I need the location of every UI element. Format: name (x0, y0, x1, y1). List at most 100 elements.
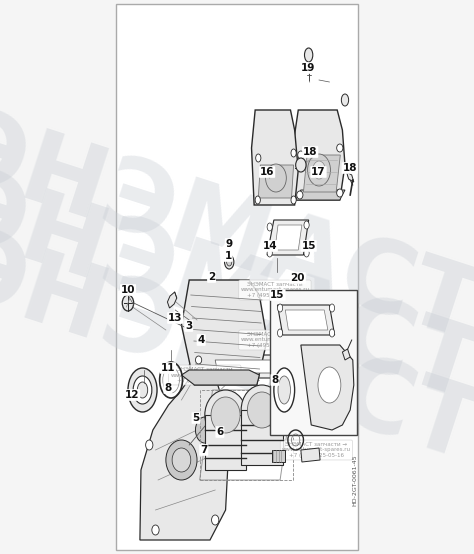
Polygon shape (189, 355, 309, 378)
Polygon shape (241, 410, 283, 465)
Ellipse shape (195, 417, 214, 443)
Polygon shape (215, 360, 290, 373)
Ellipse shape (278, 376, 291, 404)
Text: ЭНЭМАСТ запчасти →
www.entumast-spares.ru
+7 (495) 125-05-16: ЭНЭМАСТ запчасти → www.entumast-spares.r… (282, 442, 351, 458)
Ellipse shape (128, 368, 157, 412)
Ellipse shape (267, 223, 272, 231)
Ellipse shape (227, 258, 232, 266)
Ellipse shape (255, 154, 261, 162)
Ellipse shape (337, 189, 343, 197)
Text: 15: 15 (270, 290, 285, 300)
Ellipse shape (195, 368, 202, 376)
Polygon shape (303, 155, 340, 192)
Text: 11: 11 (161, 363, 175, 373)
Text: 18: 18 (342, 163, 357, 173)
Ellipse shape (195, 356, 202, 364)
Text: HD-2GT-0061-45: HD-2GT-0061-45 (353, 454, 358, 506)
Polygon shape (293, 110, 345, 200)
Polygon shape (182, 280, 267, 385)
Polygon shape (285, 310, 328, 330)
Ellipse shape (205, 390, 246, 440)
Ellipse shape (214, 395, 221, 405)
Ellipse shape (266, 171, 271, 179)
Ellipse shape (329, 304, 335, 312)
Bar (270, 290, 357, 435)
Polygon shape (277, 305, 335, 335)
Ellipse shape (296, 158, 306, 172)
Polygon shape (275, 150, 319, 175)
Polygon shape (252, 110, 298, 205)
Ellipse shape (320, 148, 326, 156)
Text: 9: 9 (226, 239, 233, 249)
Polygon shape (182, 370, 259, 385)
Ellipse shape (211, 397, 240, 433)
Ellipse shape (337, 144, 343, 152)
Ellipse shape (133, 376, 152, 404)
Ellipse shape (265, 164, 286, 192)
Ellipse shape (172, 448, 191, 472)
Ellipse shape (304, 48, 313, 62)
Text: ЭНЭМАСТ!: ЭНЭМАСТ! (0, 222, 474, 498)
Text: ЭНЭМАСТ запчасти
www.entumast-spares.ru
+7 (495) 125-05-16: ЭНЭМАСТ запчасти www.entumast-spares.ru … (170, 367, 239, 383)
Polygon shape (267, 220, 309, 255)
Ellipse shape (255, 196, 260, 204)
Ellipse shape (137, 382, 148, 398)
Text: ЭНЭМАСТ запчасти
www.entumast-spares.ru
+7 (495) 125-05-16: ЭНЭМАСТ запчасти www.entumast-spares.ru … (240, 332, 310, 348)
Polygon shape (140, 370, 228, 540)
Text: 15: 15 (301, 241, 316, 251)
Ellipse shape (166, 440, 197, 480)
Polygon shape (301, 345, 354, 430)
Ellipse shape (122, 295, 134, 311)
Text: 20: 20 (291, 273, 305, 283)
Ellipse shape (308, 154, 330, 186)
Ellipse shape (299, 368, 306, 376)
Text: 8: 8 (271, 375, 279, 385)
Text: 13: 13 (168, 313, 182, 323)
Ellipse shape (274, 368, 295, 412)
Polygon shape (167, 292, 177, 308)
Text: 1: 1 (225, 251, 232, 261)
Text: 18: 18 (303, 147, 318, 157)
Ellipse shape (267, 249, 272, 257)
Text: 14: 14 (263, 241, 277, 251)
Ellipse shape (277, 329, 283, 337)
Ellipse shape (304, 221, 309, 229)
Polygon shape (258, 165, 293, 198)
Ellipse shape (225, 255, 234, 269)
Text: 3: 3 (185, 321, 192, 331)
Text: 10: 10 (121, 285, 135, 295)
Text: 8: 8 (164, 383, 172, 393)
Text: 12: 12 (125, 390, 139, 400)
Polygon shape (205, 415, 246, 470)
Ellipse shape (241, 385, 283, 435)
Ellipse shape (266, 151, 271, 159)
Text: 5: 5 (192, 413, 200, 423)
Polygon shape (275, 225, 302, 250)
Ellipse shape (297, 191, 303, 199)
Text: ЭНЭМАСТ!: ЭНЭМАСТ! (0, 162, 474, 438)
Ellipse shape (277, 304, 283, 312)
Ellipse shape (298, 151, 304, 159)
Text: 19: 19 (301, 63, 315, 73)
Ellipse shape (152, 525, 159, 535)
Ellipse shape (146, 440, 153, 450)
Ellipse shape (341, 94, 348, 106)
Text: 6: 6 (216, 427, 224, 437)
Ellipse shape (211, 515, 219, 525)
Ellipse shape (329, 329, 335, 337)
Text: 4: 4 (198, 335, 205, 345)
Text: 7: 7 (200, 445, 208, 455)
Text: 2: 2 (208, 272, 215, 282)
Ellipse shape (320, 169, 326, 177)
Text: ЭНЭМАСТ запчасти
www.entumast-spares.ru
+7 (495) 125-05-16: ЭНЭМАСТ запчасти www.entumast-spares.ru … (240, 281, 310, 298)
Text: 17: 17 (311, 167, 326, 177)
Ellipse shape (318, 367, 341, 403)
Text: ®: ® (328, 325, 340, 335)
Polygon shape (296, 190, 345, 200)
Polygon shape (346, 172, 354, 182)
Ellipse shape (291, 196, 296, 204)
Polygon shape (264, 145, 326, 180)
Ellipse shape (313, 161, 325, 179)
Bar (272, 450, 285, 462)
Ellipse shape (247, 392, 276, 428)
